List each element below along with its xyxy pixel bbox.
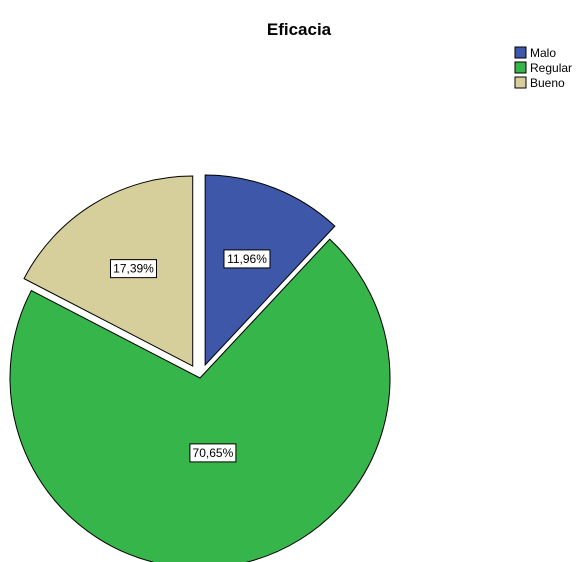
legend-swatch-regular [514,61,527,74]
slice-label-malo: 11,96% [227,252,267,266]
slice-label-box-regular [189,443,237,463]
legend-label-regular: Regular [530,61,572,75]
slice-label-box-malo [223,249,271,269]
chart-title: Eficacia [267,20,332,39]
slice-label-bueno: 17,39% [113,262,154,276]
pie-slices [9,174,391,562]
slice-label-box-bueno [109,259,157,279]
legend-label-bueno: Bueno [530,76,565,90]
slice-label-regular: 70,65% [193,446,234,460]
pie-slice-regular [9,238,391,562]
legend-label-malo: Malo [530,46,556,60]
slice-labels: 11,96% 70,65% 17,39% [109,249,271,463]
pie-slice-malo [204,174,336,367]
pie-slice-bueno [23,175,194,367]
legend-swatch-bueno [514,76,527,89]
legend-swatch-malo [514,46,527,59]
